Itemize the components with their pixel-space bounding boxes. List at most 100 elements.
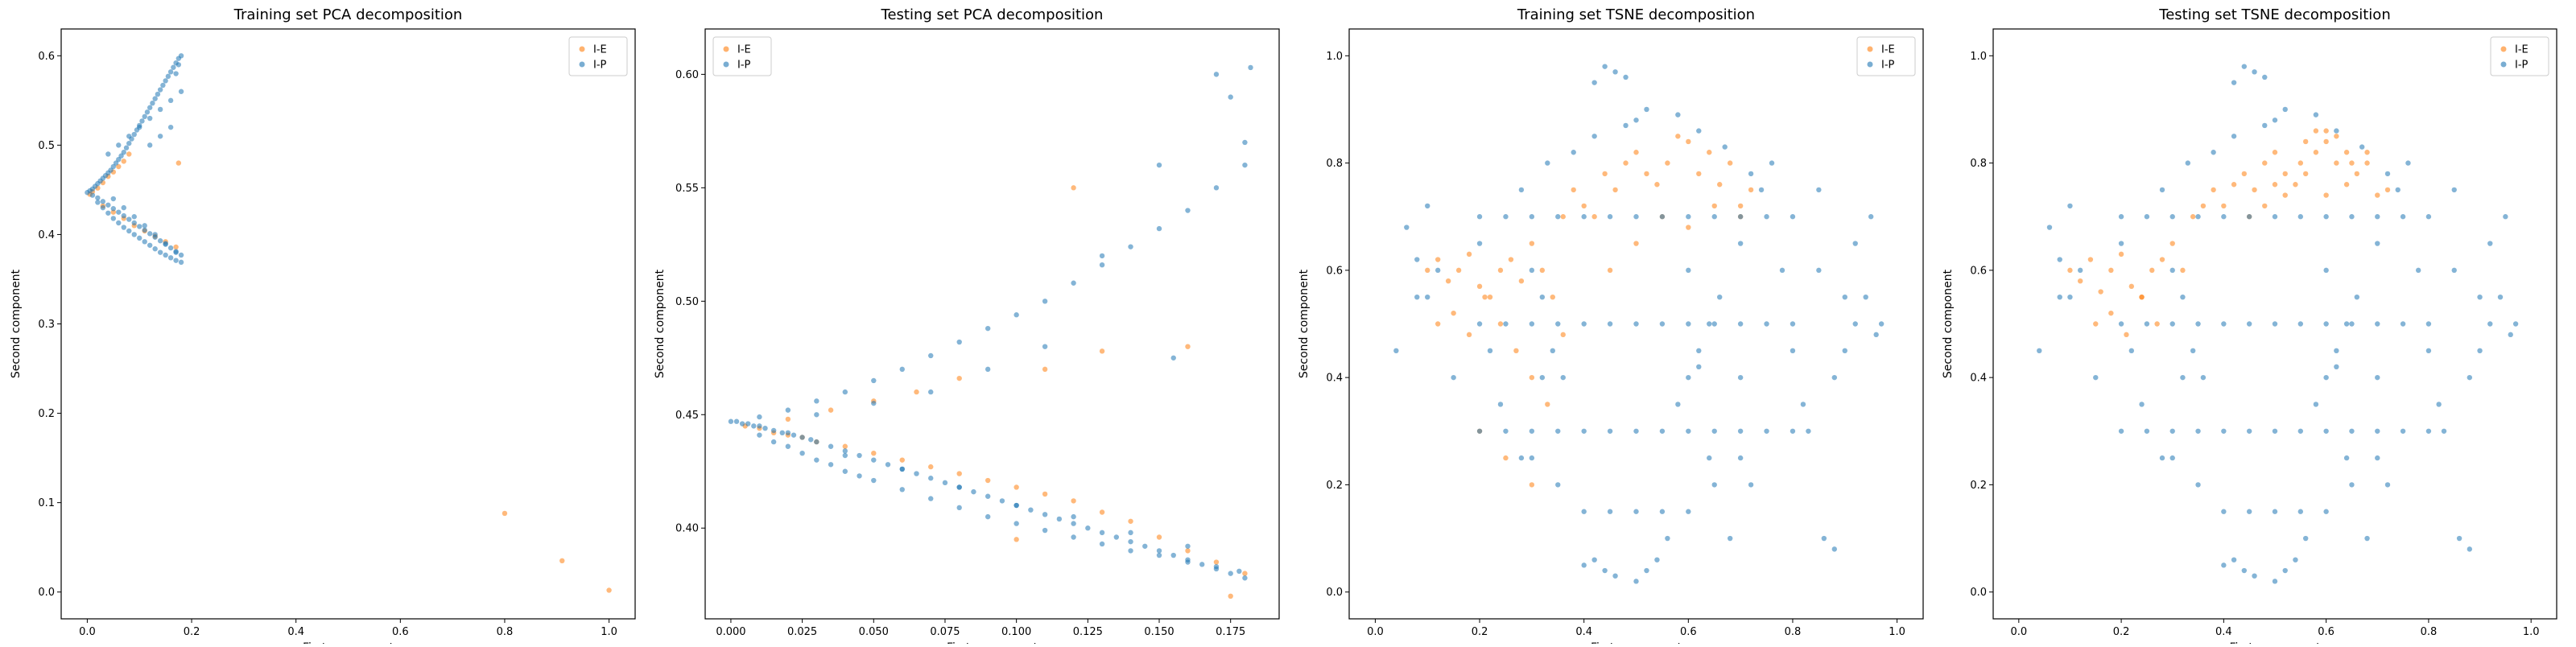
point-i-p xyxy=(2508,332,2513,338)
point-i-e xyxy=(2354,171,2360,177)
point-i-p xyxy=(1707,455,1712,461)
point-i-p xyxy=(1414,294,1420,300)
point-i-p xyxy=(2503,214,2508,220)
point-i-p xyxy=(1529,455,1535,461)
point-i-e xyxy=(2297,160,2304,166)
point-i-p xyxy=(126,134,132,139)
point-i-p xyxy=(770,427,777,434)
point-i-p xyxy=(2057,257,2062,262)
point-i-p xyxy=(1487,348,1493,354)
legend-label-i-p: I-P xyxy=(1881,60,1895,72)
point-i-p xyxy=(1816,187,1822,193)
point-i-e xyxy=(956,375,962,381)
point-i-p xyxy=(2272,214,2278,220)
legend: I-E I-P xyxy=(712,36,772,76)
point-i-p xyxy=(157,249,163,255)
point-i-p xyxy=(885,462,891,468)
point-i-p xyxy=(1722,144,1728,150)
point-i-p xyxy=(1654,557,1660,563)
point-i-e xyxy=(1529,482,1535,488)
point-i-e xyxy=(2200,203,2207,209)
x-tick-label: 0.6 xyxy=(392,626,409,638)
point-i-p xyxy=(2297,509,2304,514)
point-i-p xyxy=(1696,348,1702,354)
point-i-p xyxy=(95,200,101,205)
point-i-p xyxy=(2359,144,2365,150)
point-i-p xyxy=(1560,374,1566,381)
y-axis-label: Second component xyxy=(654,269,667,378)
point-i-p xyxy=(2282,567,2288,574)
point-i-p xyxy=(1529,267,1535,274)
x-tick-label: 0.025 xyxy=(787,626,817,638)
point-i-p xyxy=(2323,428,2329,434)
point-i-e xyxy=(1425,267,1430,274)
point-i-p xyxy=(152,246,158,252)
x-tick-label: 0.6 xyxy=(1680,626,1697,638)
point-i-p xyxy=(757,432,762,438)
y-tick-label: 0.0 xyxy=(1970,587,1987,599)
point-i-p xyxy=(1686,509,1691,514)
point-i-p xyxy=(126,140,132,146)
point-i-e xyxy=(914,389,919,395)
point-i-p xyxy=(2272,579,2278,584)
point-i-p xyxy=(110,163,117,170)
point-i-e xyxy=(1071,498,1076,504)
point-i-e xyxy=(1455,267,1462,274)
point-i-p xyxy=(2282,106,2288,113)
point-i-p xyxy=(2190,348,2196,354)
point-i-p xyxy=(1758,187,1765,193)
point-i-p xyxy=(799,451,805,456)
point-i-p xyxy=(791,432,797,438)
chart-panel-4: Testing set TSNE decomposition 0.0 0.2 0.4 0… xyxy=(1942,6,2557,647)
point-i-p xyxy=(1228,571,1233,576)
point-i-p xyxy=(1842,348,1847,354)
point-i-p xyxy=(1555,482,1561,488)
point-i-p xyxy=(110,196,117,202)
point-i-p xyxy=(1633,428,1639,434)
point-i-p xyxy=(2037,348,2042,354)
point-i-p xyxy=(1633,214,1639,220)
point-i-e xyxy=(1042,366,1048,373)
point-i-e xyxy=(2159,257,2165,262)
point-i-p xyxy=(2169,455,2175,461)
point-i-p xyxy=(157,87,163,93)
point-i-p xyxy=(2246,509,2252,514)
point-i-e xyxy=(2087,257,2094,262)
point-i-e xyxy=(1654,182,1660,188)
point-i-p xyxy=(2118,428,2124,434)
point-i-p xyxy=(116,156,122,163)
point-i-p xyxy=(1156,225,1162,232)
point-i-p xyxy=(1071,521,1076,526)
point-i-p xyxy=(1581,563,1587,568)
point-i-p xyxy=(155,91,161,97)
point-i-e xyxy=(1717,182,1723,188)
point-i-e xyxy=(2124,332,2129,338)
y-tick-label: 0.55 xyxy=(675,183,699,195)
point-i-e xyxy=(1686,225,1691,230)
point-i-p xyxy=(1665,535,1670,542)
point-i-p xyxy=(956,339,962,345)
point-i-e xyxy=(1513,348,1519,354)
point-i-p xyxy=(1529,321,1535,327)
legend-label-i-p: I-P xyxy=(2515,60,2529,72)
point-i-p xyxy=(1539,374,1546,381)
point-i-p xyxy=(142,223,147,229)
point-i-p xyxy=(1602,64,1608,69)
point-i-e xyxy=(1476,283,1483,290)
point-i-p xyxy=(167,97,174,104)
point-i-e xyxy=(1482,294,1488,300)
point-i-p xyxy=(2302,535,2309,542)
legend-label-i-e: I-E xyxy=(737,44,751,56)
point-i-p xyxy=(2118,321,2124,327)
point-i-p xyxy=(956,484,962,490)
point-i-e xyxy=(2349,160,2355,166)
point-i-p xyxy=(2405,160,2411,166)
point-i-p xyxy=(1518,187,1525,193)
point-i-e xyxy=(1445,278,1451,284)
point-i-e xyxy=(2334,160,2339,166)
point-i-p xyxy=(1555,321,1561,327)
point-i-e xyxy=(2384,187,2391,193)
point-i-p xyxy=(1228,94,1233,100)
point-i-e xyxy=(1435,257,1441,262)
chart-title: Training set PCA decomposition xyxy=(233,6,463,23)
